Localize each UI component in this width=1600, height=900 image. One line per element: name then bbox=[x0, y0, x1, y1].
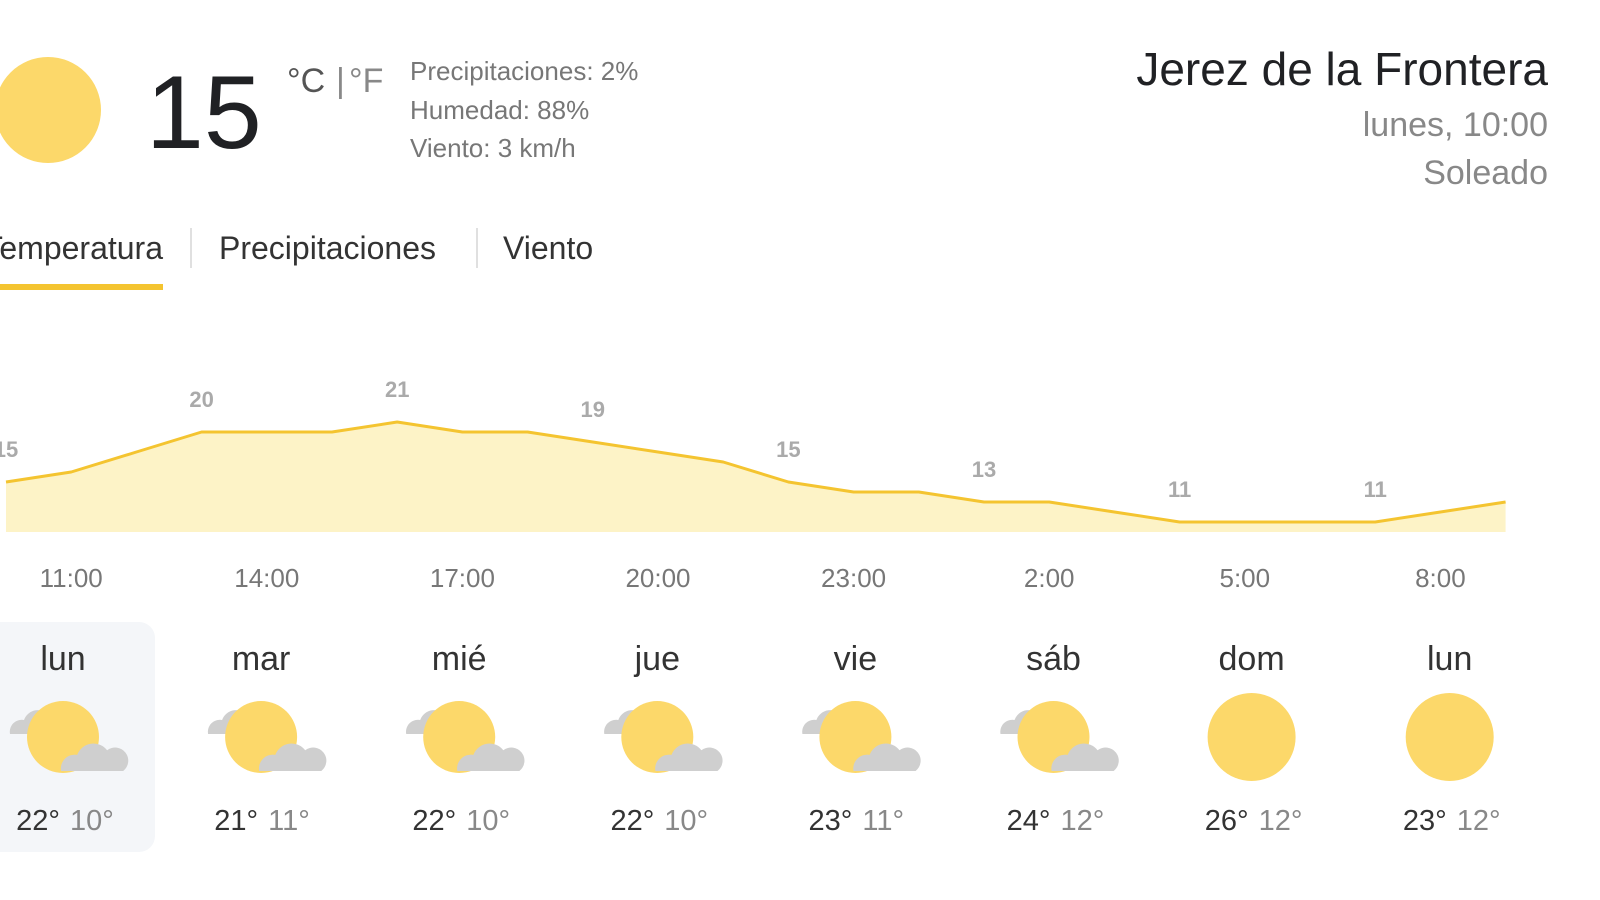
weather-icon bbox=[405, 701, 525, 773]
day-low: 12° bbox=[1457, 805, 1501, 837]
day-name: vie bbox=[834, 640, 877, 678]
weather-icon bbox=[1000, 701, 1119, 773]
cloud bbox=[60, 743, 129, 772]
day-high: 22° bbox=[16, 805, 60, 837]
day-low: 11° bbox=[268, 805, 310, 837]
cloud bbox=[853, 743, 921, 772]
unit-separator: | bbox=[336, 62, 345, 100]
location-time: lunes, 10:00 bbox=[1363, 106, 1548, 144]
day-high: 23° bbox=[809, 805, 853, 837]
day-name: sáb bbox=[1026, 640, 1081, 678]
current-weather-icon bbox=[0, 57, 101, 163]
day-name: mar bbox=[232, 640, 291, 678]
unit-fahrenheit[interactable]: °F bbox=[349, 62, 383, 100]
day-low: 10° bbox=[466, 805, 510, 837]
cloud bbox=[457, 743, 525, 772]
day-low: 10° bbox=[664, 805, 708, 837]
data-label: 13 bbox=[972, 457, 996, 482]
time-label: 14:00 bbox=[234, 563, 299, 593]
data-label: 15 bbox=[776, 437, 800, 462]
tab[interactable]: Temperatura bbox=[0, 230, 163, 266]
weather-icon bbox=[1405, 693, 1494, 781]
day-name: jue bbox=[634, 640, 680, 678]
weather-icon bbox=[207, 701, 327, 773]
temperature-area bbox=[6, 422, 1506, 532]
location-name: Jerez de la Frontera bbox=[1136, 43, 1548, 95]
time-label: 20:00 bbox=[625, 563, 690, 593]
data-label: 15 bbox=[0, 437, 18, 462]
day-high: 24° bbox=[1007, 805, 1051, 837]
data-label: 19 bbox=[581, 397, 605, 422]
time-label: 8:00 bbox=[1415, 563, 1466, 593]
time-label: 5:00 bbox=[1219, 563, 1270, 593]
weather-icon bbox=[802, 701, 921, 773]
time-label: 11:00 bbox=[40, 563, 103, 593]
day-low: 10° bbox=[70, 805, 114, 837]
day-name: lun bbox=[1427, 640, 1472, 678]
detail: Humedad: 88% bbox=[410, 95, 589, 125]
tab[interactable]: Precipitaciones bbox=[219, 230, 436, 266]
day-high: 26° bbox=[1205, 805, 1249, 837]
day-low: 11° bbox=[862, 805, 904, 837]
tab[interactable]: Viento bbox=[503, 230, 593, 266]
day-low: 12° bbox=[1259, 805, 1303, 837]
time-label: 2:00 bbox=[1024, 563, 1075, 593]
day-high: 23° bbox=[1403, 805, 1447, 837]
location-condition: Soleado bbox=[1423, 154, 1548, 192]
detail: Precipitaciones: 2% bbox=[410, 56, 638, 86]
day-low: 12° bbox=[1061, 805, 1105, 837]
temperature-line bbox=[5, 420, 1506, 524]
sun bbox=[1207, 693, 1296, 781]
time-label: 17:00 bbox=[430, 563, 495, 593]
cloud bbox=[655, 743, 723, 772]
day-high: 22° bbox=[412, 805, 456, 837]
day-name: mié bbox=[432, 640, 487, 678]
cloud bbox=[258, 743, 327, 772]
detail: Viento: 3 km/h bbox=[410, 133, 576, 163]
day-name: dom bbox=[1219, 640, 1285, 678]
data-label: 11 bbox=[1364, 477, 1387, 502]
weather-icon bbox=[604, 701, 723, 773]
current-temperature: 15 bbox=[146, 55, 262, 171]
day-high: 22° bbox=[610, 805, 654, 837]
cloud bbox=[1051, 743, 1119, 772]
day-name: lun bbox=[40, 640, 85, 678]
data-label: 21 bbox=[385, 377, 409, 402]
tab-underline bbox=[0, 284, 163, 290]
weather-icon bbox=[9, 701, 129, 773]
time-label: 23:00 bbox=[821, 563, 886, 593]
data-label: 11 bbox=[1168, 477, 1191, 502]
day-high: 21° bbox=[214, 805, 258, 837]
sun bbox=[1405, 693, 1494, 781]
unit-celsius[interactable]: °C bbox=[287, 62, 325, 100]
weather-icon bbox=[1207, 693, 1296, 781]
data-label: 20 bbox=[189, 387, 213, 412]
